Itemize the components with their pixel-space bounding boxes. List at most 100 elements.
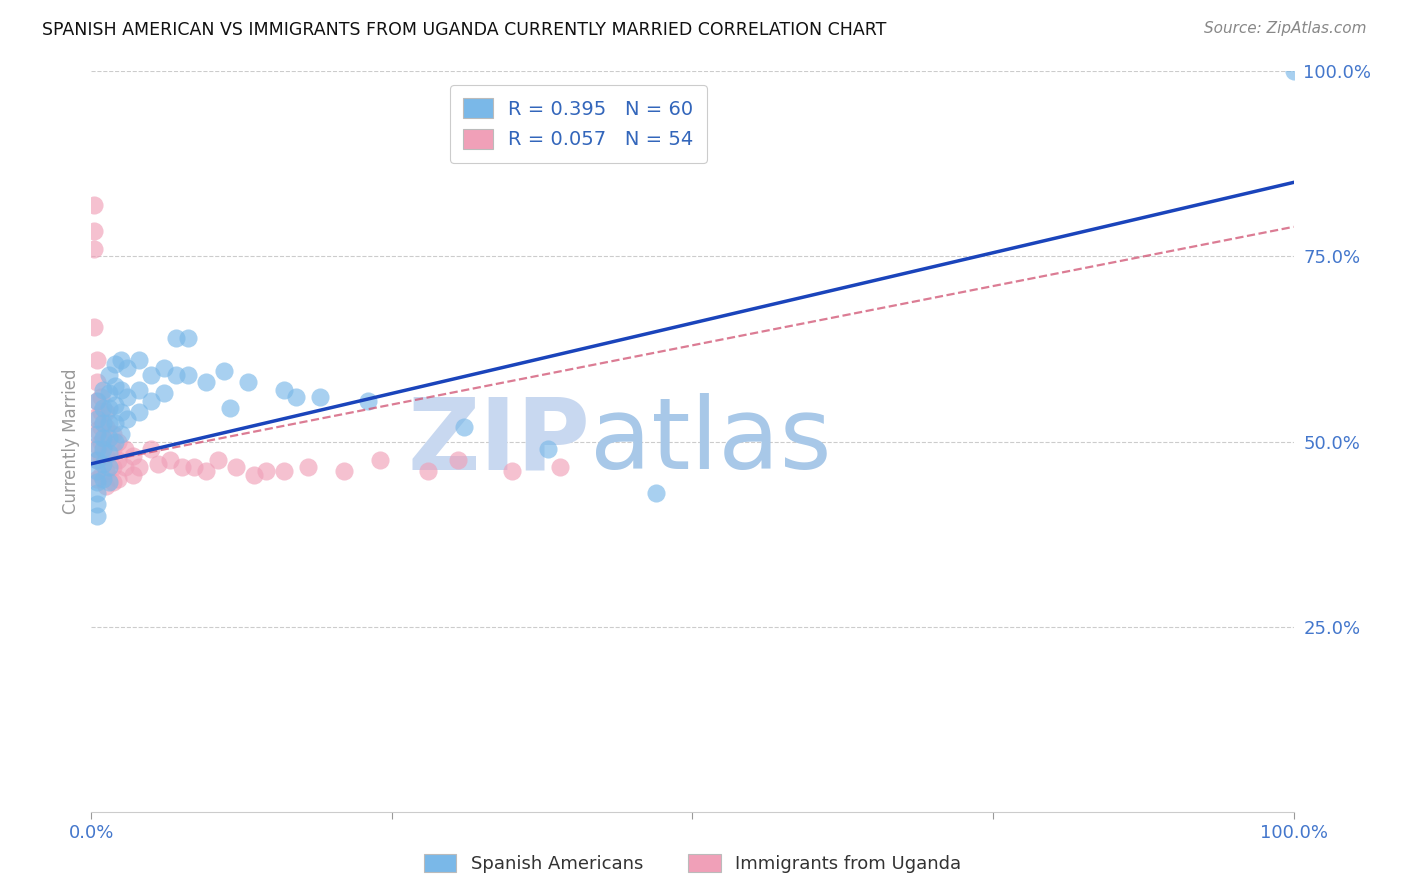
Point — [86, 393, 108, 408]
Point — [645, 486, 668, 500]
Point — [548, 460, 571, 475]
Point — [254, 464, 277, 478]
Point — [128, 405, 150, 419]
Point — [98, 416, 121, 430]
Point — [86, 438, 108, 452]
Point — [94, 479, 117, 493]
Point — [94, 434, 117, 449]
Point — [83, 319, 105, 334]
Point — [273, 383, 295, 397]
Point — [98, 475, 121, 490]
Point — [165, 331, 187, 345]
Point — [90, 467, 112, 482]
Text: ZIP: ZIP — [408, 393, 591, 490]
Point — [104, 434, 127, 449]
Point — [152, 360, 174, 375]
Point — [110, 353, 132, 368]
Point — [453, 419, 475, 434]
Point — [114, 460, 136, 475]
Point — [98, 445, 121, 459]
Point — [86, 471, 108, 485]
Point — [104, 379, 127, 393]
Point — [93, 383, 115, 397]
Point — [207, 453, 229, 467]
Point — [128, 383, 150, 397]
Point — [357, 393, 380, 408]
Point — [333, 464, 356, 478]
Point — [86, 376, 108, 390]
Point — [308, 390, 330, 404]
Point — [101, 475, 124, 490]
Point — [122, 450, 145, 464]
Point — [416, 464, 439, 478]
Point — [83, 197, 105, 211]
Point — [93, 416, 115, 430]
Point — [176, 331, 198, 345]
Y-axis label: Currently Married: Currently Married — [62, 368, 80, 515]
Point — [117, 412, 139, 426]
Point — [90, 390, 112, 404]
Point — [128, 353, 150, 368]
Point — [225, 460, 247, 475]
Point — [236, 376, 259, 390]
Point — [176, 368, 198, 382]
Point — [107, 453, 129, 467]
Point — [128, 460, 150, 475]
Point — [110, 405, 132, 419]
Point — [141, 368, 163, 382]
Point — [242, 467, 264, 482]
Point — [110, 383, 132, 397]
Point — [107, 471, 129, 485]
Point — [152, 386, 174, 401]
Point — [86, 486, 108, 500]
Point — [93, 431, 115, 445]
Point — [94, 450, 117, 464]
Point — [86, 453, 108, 467]
Point — [218, 401, 240, 416]
Text: Source: ZipAtlas.com: Source: ZipAtlas.com — [1204, 21, 1367, 36]
Point — [297, 460, 319, 475]
Point — [146, 457, 169, 471]
Point — [98, 431, 121, 445]
Point — [447, 453, 470, 467]
Point — [107, 434, 129, 449]
Point — [212, 364, 235, 378]
Legend: Spanish Americans, Immigrants from Uganda: Spanish Americans, Immigrants from Ugand… — [416, 847, 969, 880]
Point — [86, 353, 108, 368]
Point — [93, 401, 115, 416]
Point — [98, 460, 121, 475]
Point — [141, 393, 163, 408]
Point — [501, 464, 523, 478]
Point — [141, 442, 163, 456]
Point — [86, 442, 108, 456]
Point — [86, 498, 108, 512]
Point — [537, 442, 560, 456]
Point — [104, 357, 127, 371]
Text: SPANISH AMERICAN VS IMMIGRANTS FROM UGANDA CURRENTLY MARRIED CORRELATION CHART: SPANISH AMERICAN VS IMMIGRANTS FROM UGAN… — [42, 21, 887, 38]
Point — [104, 416, 127, 430]
Point — [90, 419, 112, 434]
Point — [159, 453, 181, 467]
Point — [83, 223, 105, 237]
Point — [90, 450, 112, 464]
Point — [86, 464, 108, 478]
Point — [86, 424, 108, 438]
Point — [117, 360, 139, 375]
Point — [170, 460, 193, 475]
Point — [93, 471, 115, 485]
Point — [83, 242, 105, 256]
Point — [98, 386, 121, 401]
Point — [93, 442, 115, 456]
Point — [86, 508, 108, 523]
Point — [1282, 64, 1305, 78]
Point — [86, 412, 108, 426]
Point — [94, 419, 117, 434]
Point — [101, 427, 124, 442]
Point — [94, 464, 117, 478]
Point — [110, 427, 132, 442]
Point — [90, 434, 112, 449]
Point — [194, 376, 217, 390]
Text: atlas: atlas — [591, 393, 832, 490]
Point — [368, 453, 391, 467]
Point — [86, 427, 108, 442]
